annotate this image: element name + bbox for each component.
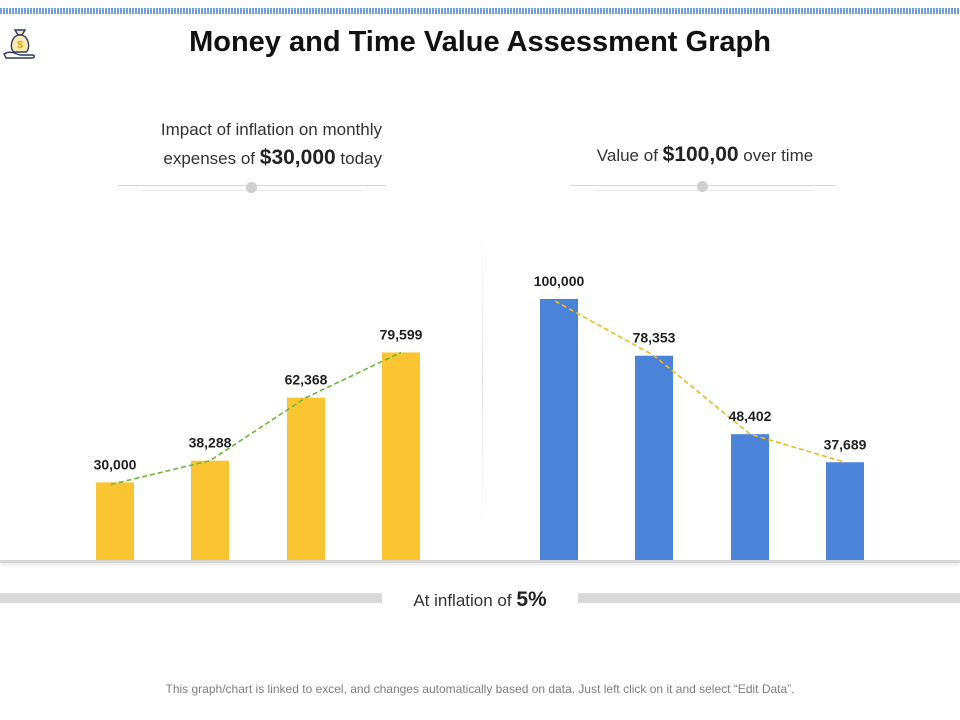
svg-text:$: $ [17,40,23,51]
left-chart-subtitle: Impact of inflation on monthly expenses … [100,116,382,173]
right-subtitle-amount: $100,00 [662,143,739,166]
right-trend-line [554,300,846,464]
inflation-rate: 5% [516,588,547,611]
right-bar-label-3: 48,402 [729,408,772,424]
left-bar-4 [382,352,420,561]
right-bar-1 [540,299,578,561]
right-separator-dot [697,181,708,192]
page-title: Money and Time Value Assessment Graph [189,26,771,58]
inflation-band-left [0,593,382,603]
money-bag-hand-icon: $ [3,29,35,59]
left-trend-line [110,351,402,486]
left-subtitle-line1: Impact of inflation on monthly [160,120,382,139]
left-bar-2 [191,460,229,561]
footer-note: This graph/chart is linked to excel, and… [165,682,795,696]
chart-divider [482,220,483,540]
left-subtitle-amount: $30,000 [259,146,336,169]
left-separator-dot [246,182,257,193]
right-bar-label-4: 37,689 [824,436,867,452]
left-bar-label-3: 62,368 [285,372,328,388]
right-bar-label-1: 100,000 [534,273,585,289]
right-chart-subtitle: Value of $100,00 over time [540,141,870,170]
left-bar-label-2: 38,288 [189,435,232,451]
right-subtitle-post: over time [738,146,814,165]
right-bar-4 [826,462,864,561]
left-subtitle-pre: expenses of [163,149,260,168]
right-bar-label-2: 78,353 [633,330,676,346]
left-bar-label-1: 30,000 [94,456,137,472]
left-subtitle-post: today [335,149,382,168]
top-stripe [0,8,960,14]
inflation-band-right [578,593,960,603]
left-bar-1 [96,482,134,561]
inflation-label: At inflation of 5% [382,588,578,612]
chart-baseline [0,560,960,563]
left-bar-label-4: 79,599 [380,326,423,342]
right-bar-2 [635,355,673,561]
left-bar-3 [287,397,325,561]
right-subtitle-pre: Value of [596,146,663,165]
inflation-prefix: At inflation of [413,591,517,610]
right-bar-3 [731,434,769,561]
